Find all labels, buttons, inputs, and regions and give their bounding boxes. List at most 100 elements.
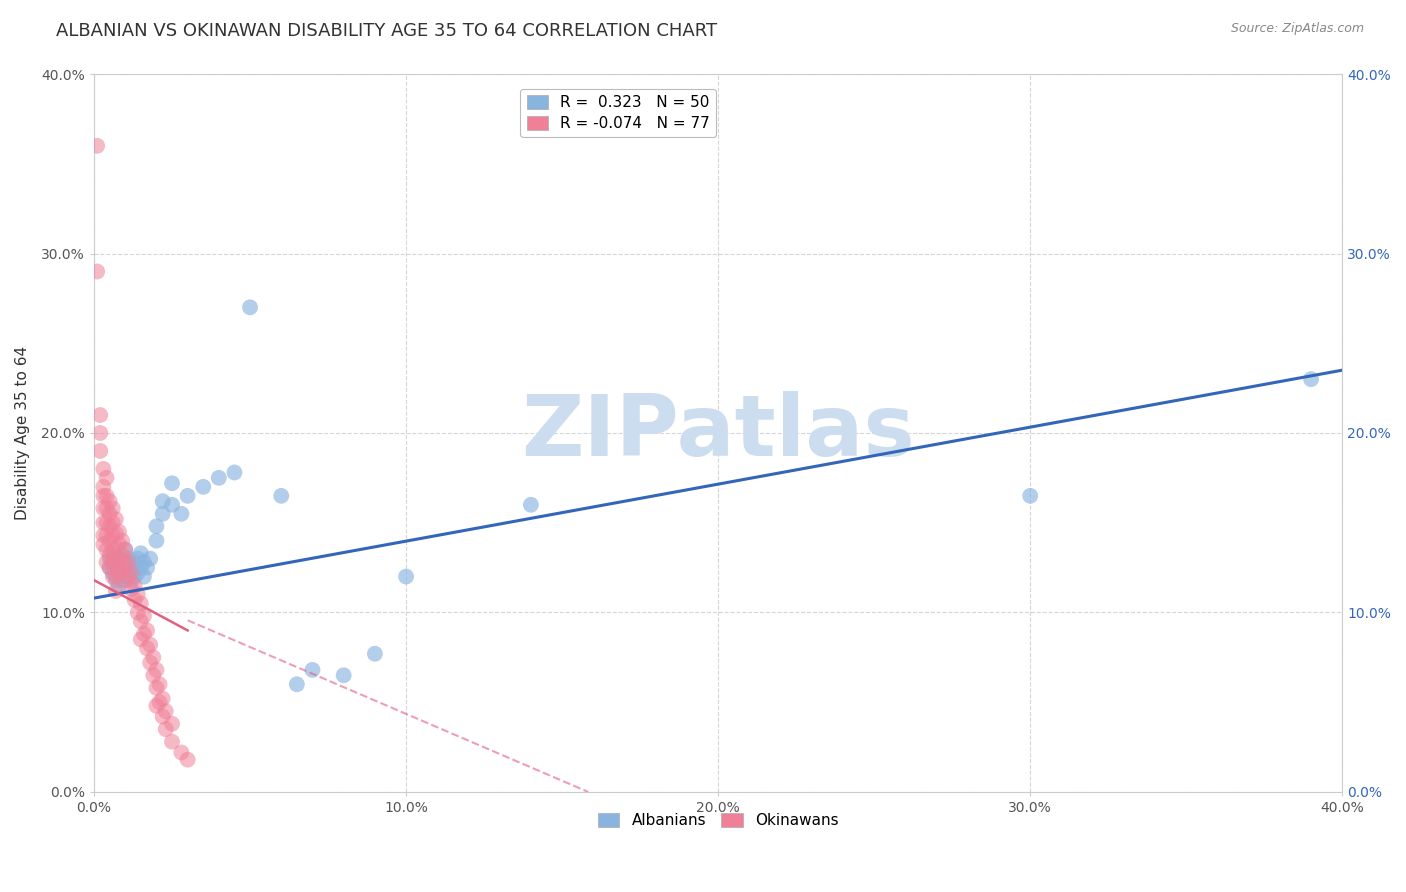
Point: [93, 516, 115, 530]
Point: [108, 566, 131, 580]
Point: [1299, 372, 1322, 386]
Point: [208, 471, 231, 485]
Point: [301, 663, 323, 677]
Point: [101, 516, 124, 530]
Point: [127, 551, 149, 566]
Point: [129, 615, 152, 629]
Point: [111, 562, 134, 576]
Point: [96, 516, 118, 530]
Point: [89, 408, 111, 422]
Point: [170, 507, 193, 521]
Point: [111, 548, 134, 562]
Y-axis label: Disability Age 35 to 64: Disability Age 35 to 64: [15, 346, 30, 520]
Point: [111, 560, 134, 574]
Point: [364, 647, 387, 661]
Point: [121, 582, 143, 596]
Point: [127, 588, 149, 602]
Point: [111, 533, 134, 548]
Point: [132, 627, 155, 641]
Point: [121, 566, 143, 580]
Point: [108, 551, 131, 566]
Point: [148, 677, 170, 691]
Point: [114, 557, 136, 571]
Point: [152, 709, 174, 723]
Point: [104, 555, 127, 569]
Point: [93, 489, 115, 503]
Point: [155, 722, 177, 736]
Point: [101, 528, 124, 542]
Point: [129, 546, 152, 560]
Point: [124, 569, 146, 583]
Point: [96, 528, 118, 542]
Point: [104, 573, 127, 587]
Point: [152, 507, 174, 521]
Point: [104, 583, 127, 598]
Point: [108, 551, 131, 566]
Point: [108, 524, 131, 539]
Point: [104, 512, 127, 526]
Point: [124, 555, 146, 569]
Point: [142, 650, 165, 665]
Point: [129, 597, 152, 611]
Point: [104, 560, 127, 574]
Point: [132, 569, 155, 583]
Point: [117, 566, 139, 580]
Point: [132, 555, 155, 569]
Point: [93, 537, 115, 551]
Point: [139, 638, 162, 652]
Point: [98, 560, 121, 574]
Point: [160, 735, 183, 749]
Point: [96, 501, 118, 516]
Point: [114, 542, 136, 557]
Point: [104, 526, 127, 541]
Point: [176, 753, 198, 767]
Point: [124, 578, 146, 592]
Point: [93, 462, 115, 476]
Point: [101, 555, 124, 569]
Point: [1019, 489, 1042, 503]
Point: [121, 573, 143, 587]
Point: [96, 489, 118, 503]
Point: [124, 593, 146, 607]
Point: [114, 555, 136, 569]
Point: [395, 569, 418, 583]
Text: ALBANIAN VS OKINAWAN DISABILITY AGE 35 TO 64 CORRELATION CHART: ALBANIAN VS OKINAWAN DISABILITY AGE 35 T…: [56, 22, 717, 40]
Point: [193, 480, 215, 494]
Point: [98, 551, 121, 566]
Point: [98, 533, 121, 548]
Point: [145, 698, 167, 713]
Point: [160, 498, 183, 512]
Text: ZIPatlas: ZIPatlas: [522, 392, 915, 475]
Point: [93, 501, 115, 516]
Point: [96, 542, 118, 557]
Text: Source: ZipAtlas.com: Source: ZipAtlas.com: [1230, 22, 1364, 36]
Point: [101, 501, 124, 516]
Point: [139, 656, 162, 670]
Point: [127, 606, 149, 620]
Point: [101, 555, 124, 569]
Point: [114, 569, 136, 583]
Point: [114, 542, 136, 557]
Point: [89, 425, 111, 440]
Point: [142, 668, 165, 682]
Point: [145, 533, 167, 548]
Point: [93, 480, 115, 494]
Point: [145, 519, 167, 533]
Point: [136, 624, 159, 638]
Point: [101, 569, 124, 583]
Point: [170, 746, 193, 760]
Point: [93, 528, 115, 542]
Point: [139, 551, 162, 566]
Point: [132, 609, 155, 624]
Point: [86, 138, 108, 153]
Point: [285, 677, 308, 691]
Point: [108, 578, 131, 592]
Point: [332, 668, 354, 682]
Point: [104, 569, 127, 583]
Point: [114, 573, 136, 587]
Point: [104, 541, 127, 555]
Point: [127, 566, 149, 580]
Point: [160, 476, 183, 491]
Point: [520, 498, 543, 512]
Point: [117, 555, 139, 569]
